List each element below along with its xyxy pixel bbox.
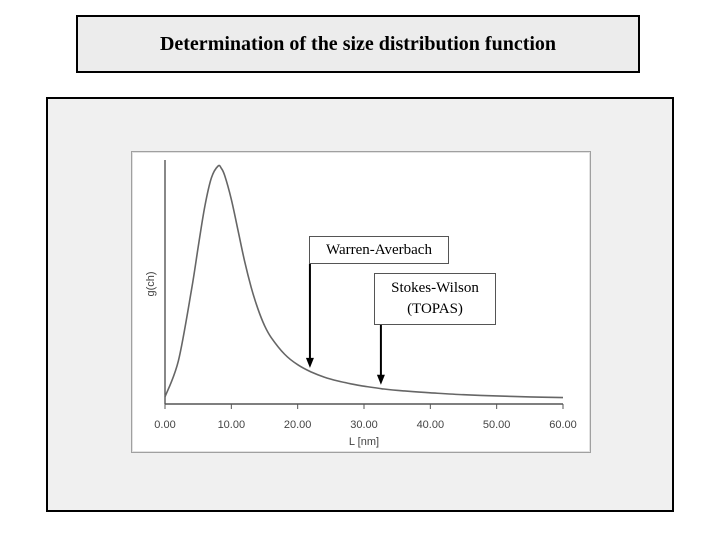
size-distribution-chart: g(ch) L [nm] 0.00 10.00 20.00 30.00 40.00 50.… xyxy=(145,160,577,448)
warren-averbach-callout: Warren-Averbach xyxy=(309,236,449,264)
page-title: Determination of the size distribution f… xyxy=(159,32,557,55)
chart-figure: g(ch) L [nm] 0.00 10.00 20.00 30.00 40.00 50.… xyxy=(131,151,591,453)
stokes-wilson-label-line2: (TOPAS) xyxy=(407,301,463,317)
x-tick-label: 40.00 xyxy=(417,419,445,431)
stokes-wilson-callout: Stokes-Wilson (TOPAS) xyxy=(374,273,496,325)
y-axis-label: g(ch) xyxy=(145,271,157,296)
x-tick-label: 30.00 xyxy=(350,419,378,431)
x-tick-label: 10.00 xyxy=(218,419,246,431)
distribution-curve xyxy=(164,164,564,399)
x-tick-label: 60.00 xyxy=(549,419,577,431)
x-axis-label: L [nm] xyxy=(349,436,379,448)
x-tick-label: 0.00 xyxy=(154,419,175,431)
x-tick-label: 20.00 xyxy=(284,419,312,431)
stokes-wilson-label-line1: Stokes-Wilson xyxy=(391,280,479,296)
title-box: Determination of the size distribution f… xyxy=(76,15,640,73)
warren-averbach-label: Warren-Averbach xyxy=(326,242,432,258)
x-tick-label: 50.00 xyxy=(483,419,511,431)
